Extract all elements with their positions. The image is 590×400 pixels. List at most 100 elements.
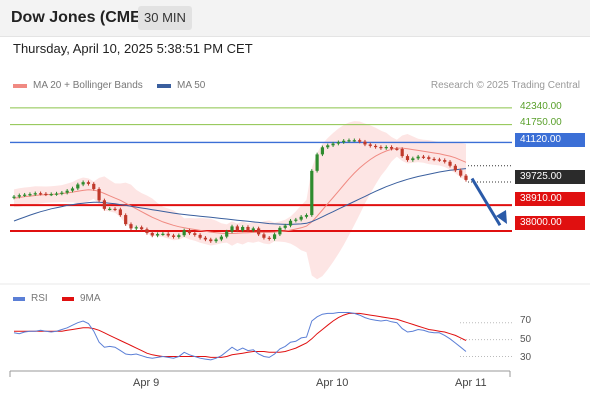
candle-body [38,193,43,195]
candle-body [427,157,431,159]
candle-body [432,158,436,161]
candle-body [395,148,399,150]
research-credit: Research © 2025 Trading Central [430,80,580,91]
candle-body [235,226,239,231]
candle-body [150,232,154,236]
ma20-swatch [13,83,27,88]
candle-body [155,234,160,236]
candle-body [326,145,330,148]
rsi-axis-30: 30 [520,352,532,363]
candle-body [257,228,261,235]
candle-body [358,140,362,142]
level-s1-label: 38910.00 [515,192,585,206]
candle-body [459,170,463,176]
candle-body [448,161,452,166]
candle-body [374,145,378,148]
instrument-title: Dow Jones (CME) [11,9,147,26]
candle-body [241,226,245,231]
level-s2-label: 38000.00 [515,216,585,230]
candle-body [336,142,340,144]
candle-body [70,188,75,191]
candle-body [283,225,287,228]
candle-body [166,233,170,236]
candle-body [389,147,394,149]
candle-body [272,234,277,239]
candle-body [54,193,59,195]
x-label-apr10: Apr 10 [316,377,349,389]
ma9-swatch [62,296,74,301]
candle-body [203,237,208,240]
forecast-arrow [470,177,502,227]
timeframe-selector[interactable]: 30 MIN [138,6,192,30]
candle-body [129,224,133,229]
candle-body [145,229,149,233]
candle-body [49,194,53,196]
candle-body [65,190,69,193]
candle-body [379,147,383,149]
rsi-axis-70: 70 [520,315,532,326]
candle-body [108,208,112,211]
candle-body [140,227,144,230]
candle-body [416,156,420,159]
level-r3-label: 42340.00 [520,101,562,112]
ma20-line [13,147,467,234]
rsi-line [13,312,467,361]
candle-body [304,215,309,217]
candle-body [187,230,192,234]
legend-ma20-label: MA 20 + Bollinger Bands [33,80,143,91]
candle-body [400,149,404,157]
candle-body [464,175,468,180]
candle-body [342,140,346,143]
legend-ma9: 9MA [62,293,101,304]
x-label-apr11: Apr 11 [455,377,487,389]
candle-body [113,208,117,211]
candle-body [86,182,91,184]
candle-body [182,230,186,236]
legend-ma20: MA 20 + Bollinger Bands [13,80,143,91]
rsi-ma9-line [14,312,467,358]
candle-body [310,170,314,216]
candle-body [352,140,356,142]
candle-body [118,209,122,216]
candle-body [214,239,218,242]
candle-body [161,233,165,235]
candle-body [262,234,266,238]
legend-rsi: RSI [13,293,48,304]
candle-body [437,159,442,161]
candle-body [411,158,415,161]
candle-body [368,144,372,146]
candle-body [81,182,85,185]
candle-body [60,192,64,194]
candle-body [76,184,80,189]
candle-body [251,228,255,231]
level-pivot-label: 41120.00 [515,133,585,147]
legend-ma9-label: 9MA [80,293,101,304]
candle-body [347,140,351,142]
candle-body [299,216,303,220]
rsi-axis-50: 50 [520,334,532,345]
bollinger-band [14,121,466,280]
candle-body [384,147,388,149]
legend-rsi-label: RSI [31,293,48,304]
candle-body [209,239,213,242]
ma50-line [13,168,467,225]
candle-body [320,147,325,155]
candle-body [193,233,197,235]
chart-header: Dow Jones (CME) 30 MIN [0,0,590,37]
candle-body [453,165,457,171]
last-price-label: 39725.00 [515,170,585,184]
candle-body [294,219,298,221]
candle-body [288,220,293,226]
legend-ma50-label: MA 50 [177,80,206,91]
rsi-swatch [13,296,25,301]
candle-body [198,234,202,238]
candle-body [124,215,128,225]
candle-body [230,226,234,232]
candle-body [97,188,101,201]
candle-body [92,183,96,189]
level-r2-label: 41750.00 [520,117,562,128]
candle-body [177,235,181,237]
candle-body [421,156,426,158]
candle-body [443,160,447,162]
